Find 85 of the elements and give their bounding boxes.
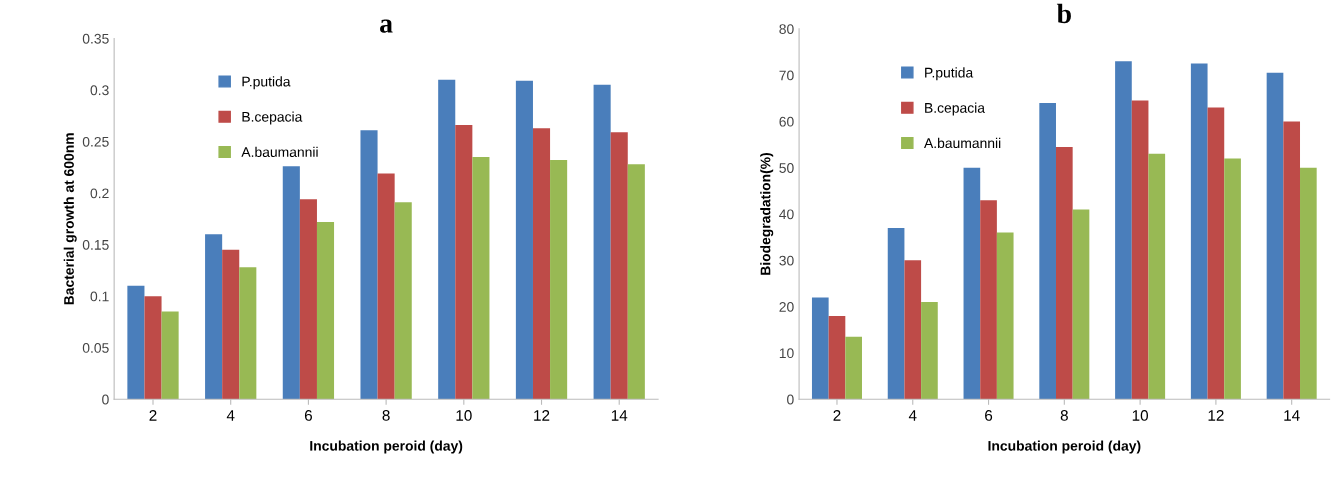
y-tick-label: 40: [779, 209, 794, 220]
bar: [394, 202, 412, 400]
bar: [144, 296, 162, 400]
x-tick-label: 12: [1208, 410, 1224, 421]
y-tick-label: 0: [787, 394, 794, 405]
chart-title: b: [1056, 3, 1071, 24]
bar: [963, 167, 981, 400]
bar: [550, 160, 568, 400]
bar: [222, 249, 240, 400]
bar: [811, 297, 829, 400]
bar: [1131, 100, 1149, 400]
bar: [828, 315, 846, 400]
bar: [515, 80, 533, 400]
bar: [1283, 121, 1301, 400]
bar: [282, 166, 300, 400]
legend-label: B.cepacia: [925, 102, 985, 116]
y-tick-label: 30: [779, 255, 794, 266]
y-axis-title: Biodegradation(%): [760, 153, 774, 275]
bar: [205, 234, 223, 400]
y-tick-label: 80: [779, 24, 794, 35]
y-tick-label: 0.25: [82, 136, 109, 147]
bar: [1207, 107, 1225, 400]
y-tick-label: 60: [779, 116, 794, 127]
x-tick-label: 14: [611, 410, 628, 421]
y-tick-label: 0.1: [90, 291, 109, 302]
x-tick-label: 14: [1284, 410, 1300, 421]
y-tick-label: 0: [102, 394, 109, 405]
bar: [627, 164, 645, 400]
legend-label: B.cepacia: [242, 111, 303, 125]
bar: [360, 130, 378, 400]
bar: [438, 79, 456, 400]
bar: [377, 173, 395, 400]
bar: [1039, 102, 1056, 400]
bar: [1224, 158, 1241, 400]
bar: [455, 125, 473, 400]
bar: [1190, 63, 1208, 400]
bar: [921, 302, 938, 400]
bar: [904, 260, 922, 400]
y-axis-title: Bacterial growth at 600nm: [63, 133, 77, 305]
bar: [996, 232, 1014, 400]
x-tick-label: 6: [985, 410, 993, 421]
bar: [1072, 209, 1090, 400]
bar: [1115, 61, 1132, 400]
legend-label: P.putida: [925, 67, 974, 81]
legend-label: P.putida: [242, 76, 291, 90]
bar: [239, 267, 257, 400]
x-tick-label: 8: [1060, 410, 1068, 421]
bar: [1055, 146, 1073, 400]
y-tick-label: 10: [779, 348, 794, 359]
bar: [1266, 72, 1284, 400]
bar: [532, 128, 551, 400]
legend-label: A.baumannii: [924, 137, 1001, 149]
bar: [845, 336, 862, 400]
bar: [127, 285, 145, 400]
y-tick-label: 0.2: [90, 188, 109, 199]
x-axis-title: Incubation peroid (day): [310, 440, 463, 454]
bar: [887, 227, 905, 400]
x-tick-label: 10: [1132, 410, 1149, 421]
bar: [472, 157, 490, 400]
bar: [980, 200, 997, 400]
x-axis-title: Incubation peroid (day): [988, 440, 1141, 454]
x-tick-label: 10: [456, 410, 472, 421]
x-tick-label: 2: [149, 410, 157, 421]
y-tick-label: 0.15: [82, 239, 109, 250]
legend-label: A.baumannii: [241, 146, 318, 157]
bar: [1300, 167, 1317, 400]
x-tick-label: 6: [304, 410, 312, 421]
x-tick-label: 4: [908, 410, 917, 421]
bar: [161, 311, 179, 400]
bar: [316, 221, 335, 400]
x-tick-label: 2: [833, 410, 841, 421]
y-tick-label: 50: [779, 163, 794, 173]
y-tick-label: 0.35: [82, 33, 109, 44]
y-tick-label: 0.05: [82, 343, 109, 353]
bar: [593, 84, 611, 400]
x-tick-label: 4: [226, 410, 235, 421]
bar: [610, 132, 628, 400]
bar: [1148, 153, 1166, 400]
x-tick-label: 12: [534, 410, 550, 421]
y-tick-label: 20: [779, 301, 794, 312]
chart-title: a: [380, 19, 393, 33]
y-tick-label: 70: [779, 70, 794, 81]
x-tick-label: 8: [382, 410, 390, 421]
y-tick-label: 0.3: [90, 85, 109, 96]
bar: [299, 199, 317, 400]
